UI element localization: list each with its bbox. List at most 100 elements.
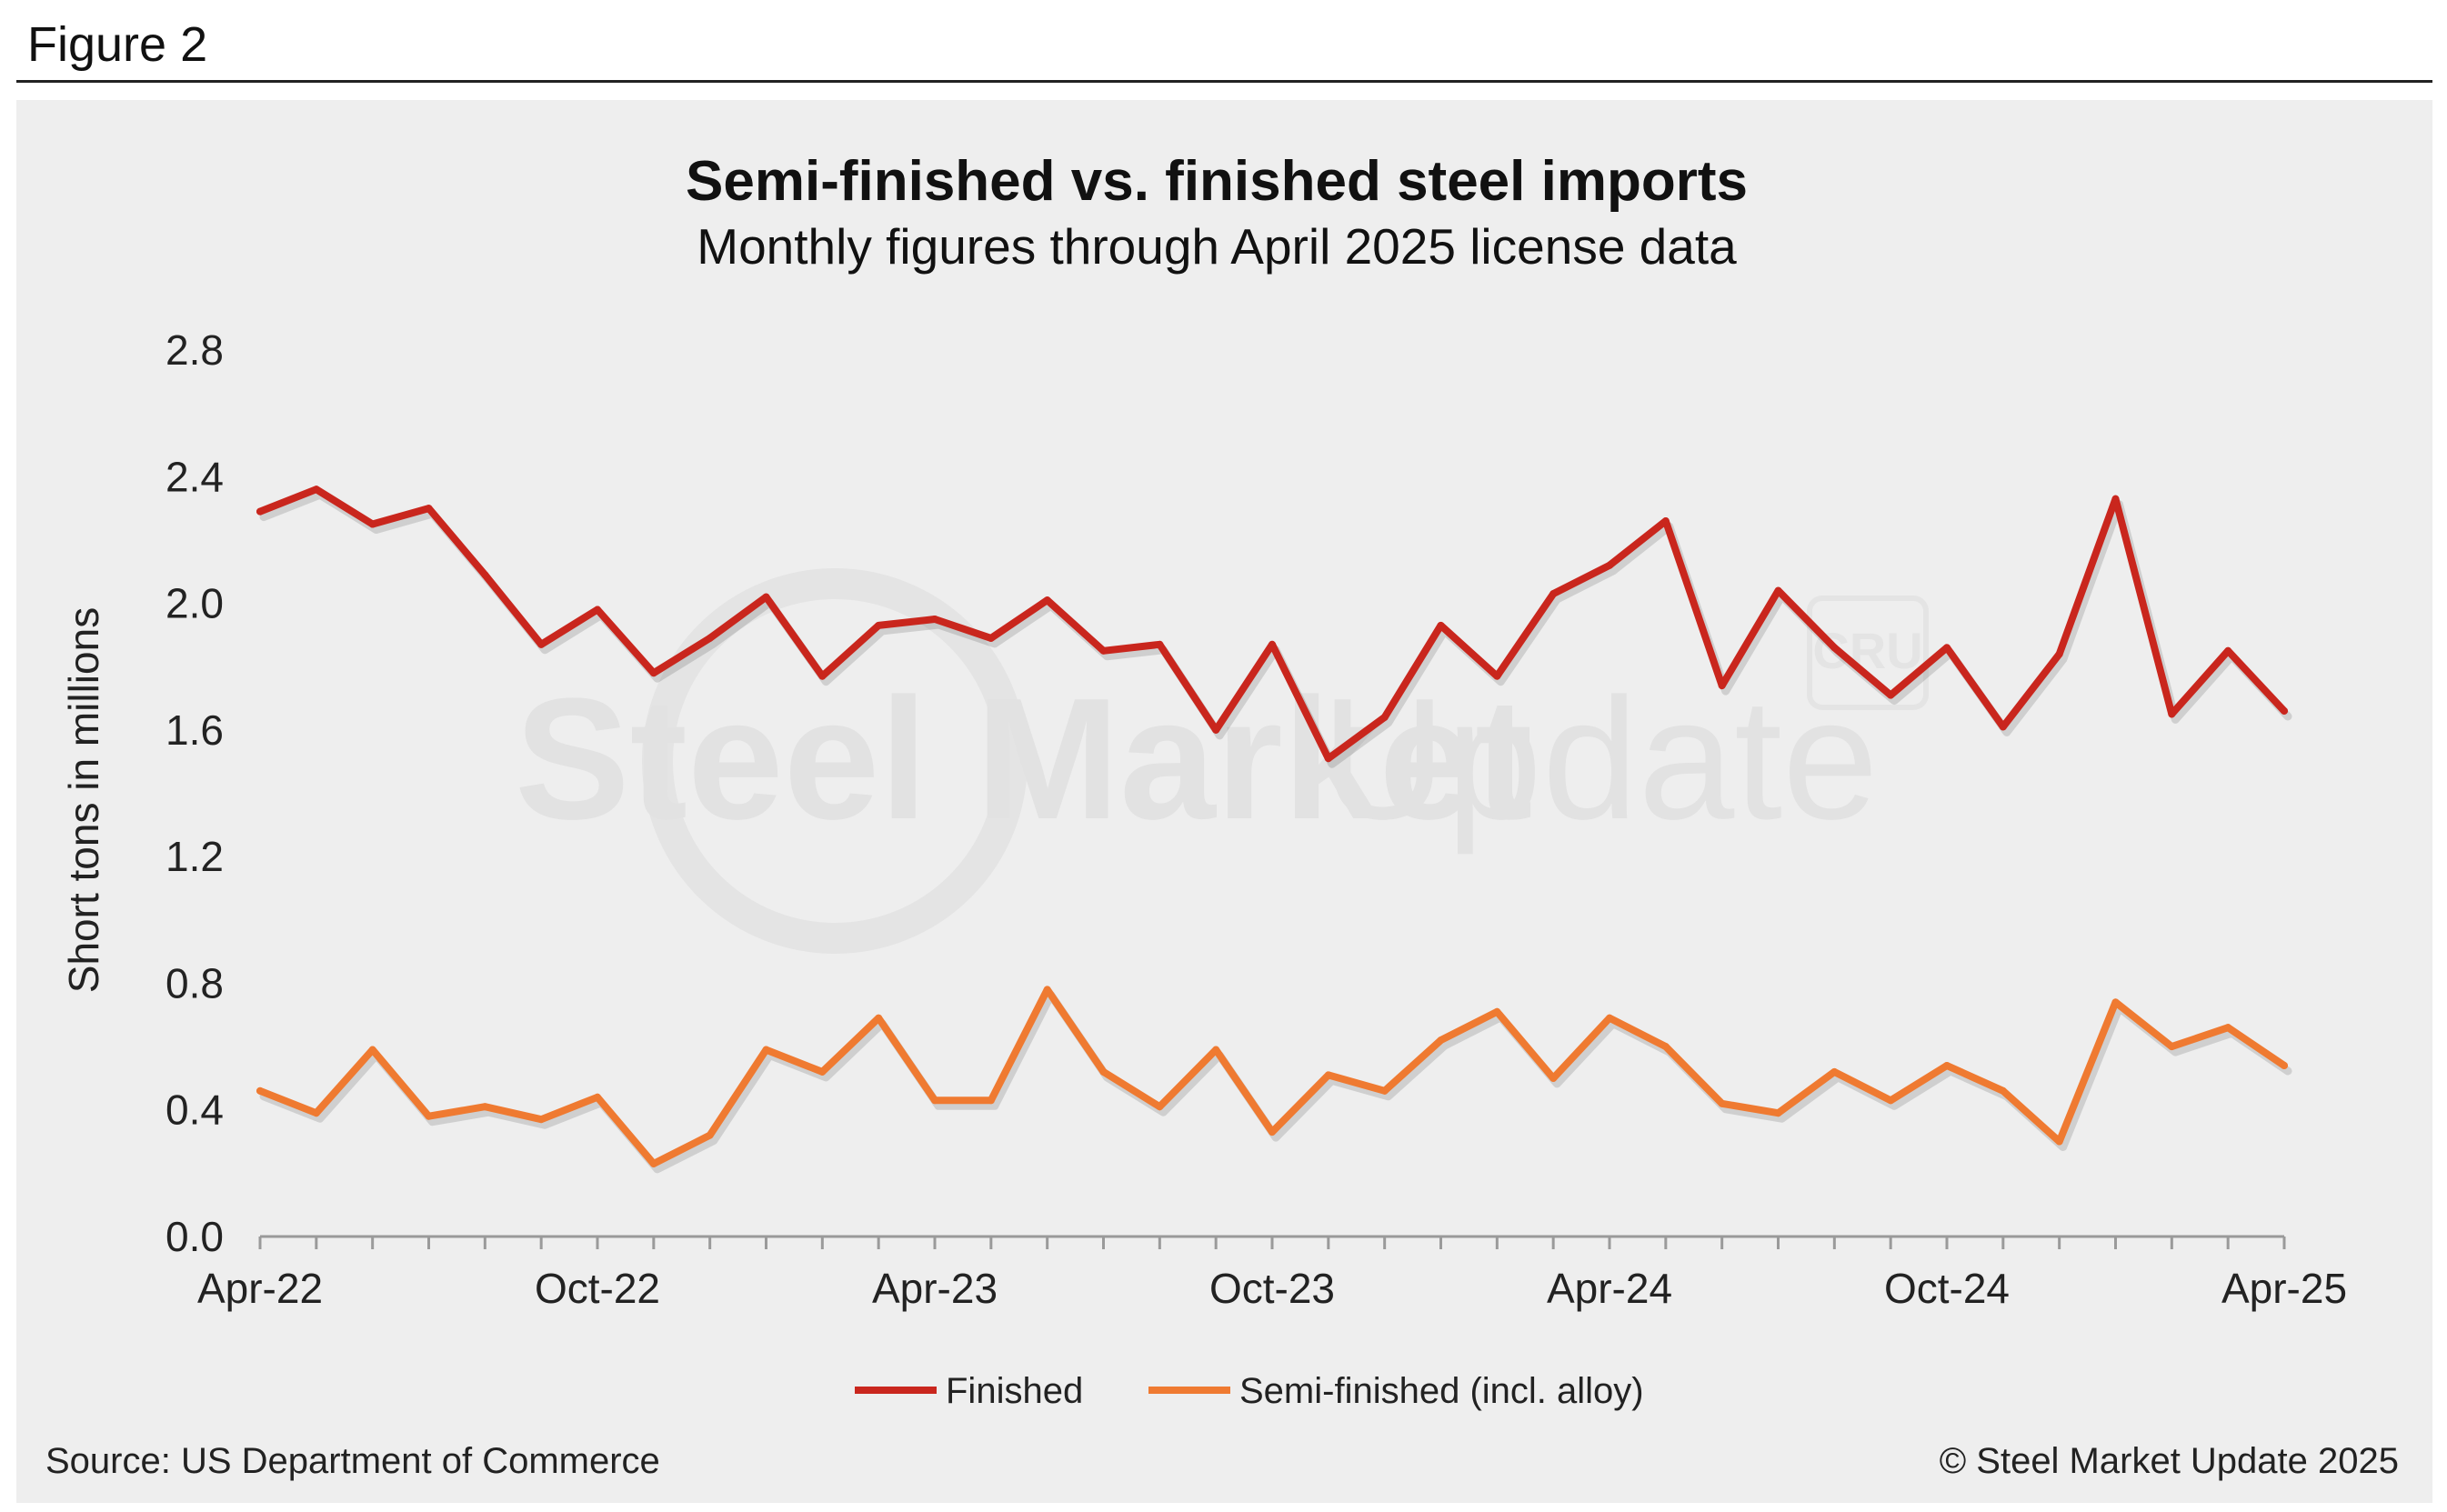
data-point [762,593,770,601]
y-axis-label: Short tons in millions [60,607,107,993]
data-point [1099,646,1108,655]
data-point [537,640,546,648]
data-point [1606,561,1613,569]
x-tick-label: Apr-25 [2221,1265,2347,1312]
source-note: Source: US Department of Commerce [45,1441,660,1481]
y-tick-label: 2.8 [165,326,224,374]
data-point [1269,640,1276,648]
data-point [1718,1099,1726,1107]
data-point [2111,998,2120,1006]
data-point [1999,723,2007,731]
y-tick-label: 2.0 [165,580,224,627]
data-point [1999,1086,2007,1095]
data-point [594,606,601,614]
data-point [931,615,938,623]
data-point [2168,1043,2176,1051]
data-point [931,1096,938,1105]
watermark-ring [642,568,1028,954]
data-point [312,486,320,494]
data-point [875,621,883,629]
data-point [2055,650,2063,658]
data-point [1493,672,1501,680]
data-point [256,507,264,516]
x-tick-label: Apr-22 [197,1265,323,1312]
data-point [2168,710,2176,718]
data-point [537,1116,546,1124]
data-point [706,1131,714,1139]
data-point [1212,726,1220,734]
data-point [1156,1103,1164,1111]
watermark: Steel Market Update CRU [515,568,1929,954]
data-point [649,669,657,677]
data-point [312,1109,320,1117]
data-point [875,1014,883,1022]
data-point [1718,682,1726,690]
data-point [2224,1024,2232,1032]
data-point [1380,1086,1389,1095]
data-point [1549,590,1558,598]
data-point [1774,1109,1782,1117]
series-lines [256,486,2292,1174]
data-point [2111,495,2120,503]
header-divider [16,80,2432,83]
data-point [1437,1036,1445,1045]
chart-subtitle: Monthly figures through April 2025 licen… [697,218,1737,275]
data-point [818,672,827,680]
x-tick-label: Oct-22 [535,1265,660,1312]
copyright-note: © Steel Market Update 2025 [1940,1441,2399,1481]
y-tick-label: 1.6 [165,706,224,754]
data-point [425,1112,433,1120]
data-point [2281,706,2288,715]
figure-label: Figure 2 [27,17,208,72]
y-tick-label: 0.0 [165,1213,224,1260]
data-point [368,520,376,528]
y-tick-label: 1.2 [165,833,224,880]
data-point [987,634,995,642]
data-point [1661,1043,1670,1051]
data-point [1661,517,1670,526]
data-point [1830,1067,1839,1076]
data-point [1380,713,1389,721]
data-point [1269,1128,1276,1137]
data-point [1324,755,1332,763]
watermark-badge [1807,596,1929,710]
data-point [1043,986,1051,994]
chart-panel: Steel Market Update CRU Semi-finished vs… [16,100,2432,1503]
watermark-badge-text: CRU [1812,622,1922,679]
data-point [818,1067,827,1076]
legend: Finished Semi-finished (incl. alloy) [855,1371,1644,1411]
data-point [987,1096,995,1105]
data-point [1774,586,1782,595]
line-chart: Steel Market Update CRU Semi-finished vs… [45,150,2399,1481]
legend-label-semi-finished: Semi-finished (incl. alloy) [1239,1371,1644,1411]
x-tick-label: Oct-23 [1209,1265,1335,1312]
data-point [481,1103,489,1111]
data-point [1099,1067,1108,1076]
data-point [1830,644,1839,652]
y-tick-label: 0.4 [165,1086,224,1134]
data-point [2224,646,2232,655]
legend-label-finished: Finished [946,1371,1083,1411]
watermark-update: Update [1321,663,1879,856]
y-axis: 0.0 0.4 0.8 1.2 1.6 2.0 2.4 2.8 [165,326,224,1260]
data-point [649,1159,657,1167]
x-tick-label: Apr-23 [872,1265,998,1312]
x-tick-label: Oct-24 [1884,1265,2010,1312]
y-tick-label: 2.4 [165,453,224,500]
watermark-steel-market: Steel Market [515,663,1532,856]
data-point [706,634,714,642]
data-point [594,1093,601,1101]
data-point [1156,640,1164,648]
data-point [1212,1046,1220,1054]
data-point [1043,596,1051,605]
data-point [1943,1061,1951,1069]
data-point [1437,621,1445,629]
data-point [1549,1074,1558,1082]
data-point [2055,1137,2063,1146]
data-point [1324,1071,1332,1079]
x-axis: Apr-22 Oct-22 Apr-23 Oct-23 Apr-24 Oct-24 Apr-… [197,1235,2347,1312]
x-tick-label: Apr-24 [1547,1265,1672,1312]
data-point [1606,1014,1613,1022]
data-point [481,571,489,579]
data-point [425,505,433,513]
